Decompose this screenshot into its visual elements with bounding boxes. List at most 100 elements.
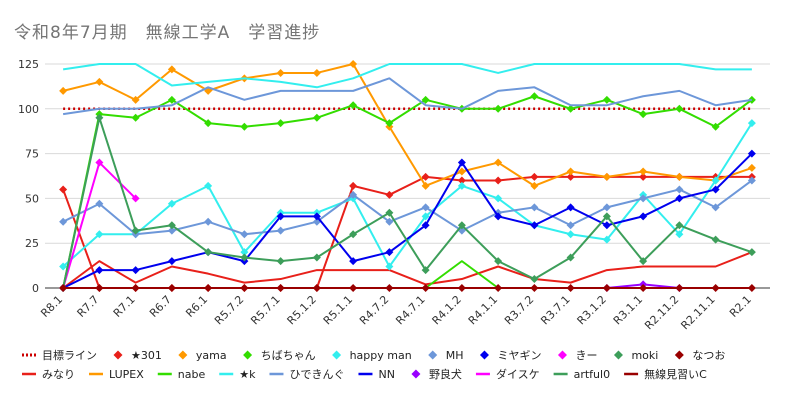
legend-label: moki — [631, 349, 658, 362]
data-point — [421, 181, 430, 190]
data-point — [675, 194, 684, 203]
legend-swatch — [113, 350, 123, 360]
data-point — [385, 262, 394, 271]
legend-item-nabe: nabe — [157, 368, 205, 381]
data-point — [675, 104, 684, 113]
data-point — [711, 284, 720, 292]
x-tick-label: R3.1.1 — [611, 293, 645, 327]
legend-item-item: 野良犬 — [411, 367, 462, 381]
legend-item-item: ダイスケ — [475, 367, 540, 381]
data-point — [240, 253, 249, 262]
legend-item-lupex: LUPEX — [89, 368, 144, 381]
x-tick-label: R2.1 — [727, 293, 754, 320]
data-point — [639, 167, 648, 176]
legend-item-mh: MH — [428, 349, 463, 362]
x-tick-label: R3.1.2 — [575, 293, 609, 327]
legend-label: MH — [446, 349, 464, 362]
legend-label: 野良犬 — [429, 367, 462, 381]
data-point — [494, 194, 503, 203]
data-point — [276, 226, 285, 235]
data-point — [639, 110, 648, 119]
data-point — [385, 284, 394, 292]
data-point — [747, 119, 756, 128]
data-point — [711, 203, 720, 212]
series-12 — [59, 149, 756, 292]
data-point — [457, 221, 466, 230]
data-point — [675, 230, 684, 239]
data-point — [566, 203, 575, 212]
legend-label: ★301 — [131, 349, 162, 362]
data-point — [421, 203, 430, 212]
chart-title: 令和8年7月期 無線工学A 学習進捗 — [14, 23, 321, 43]
legend-item-item: ひできんぐ — [269, 368, 344, 381]
data-point — [349, 230, 358, 239]
data-point — [240, 248, 249, 257]
x-tick-label: R6.1 — [183, 293, 210, 320]
data-point — [276, 119, 285, 128]
legend-swatch — [479, 350, 489, 360]
data-point — [602, 221, 611, 230]
x-tick-label: R3.7.2 — [502, 293, 536, 327]
data-point — [566, 221, 575, 230]
data-point — [457, 284, 466, 292]
data-point — [167, 226, 176, 235]
data-point — [312, 212, 321, 221]
series-line — [425, 260, 499, 289]
data-point — [747, 163, 756, 172]
data-point — [131, 95, 140, 104]
data-point — [675, 221, 684, 230]
data-point — [457, 181, 466, 190]
data-point — [167, 199, 176, 208]
data-point — [711, 122, 720, 131]
data-point — [95, 266, 104, 275]
legend-swatch — [411, 369, 421, 379]
series-line — [62, 175, 752, 289]
y-tick-label: 100 — [18, 103, 39, 116]
series-18 — [59, 284, 756, 292]
legend-label: ★k — [239, 368, 256, 381]
data-point — [95, 113, 104, 122]
data-point — [494, 284, 503, 292]
data-point — [494, 158, 503, 167]
data-point — [530, 284, 539, 292]
data-point — [747, 176, 756, 185]
x-tick-label: R5.1.2 — [285, 293, 319, 327]
series-line — [62, 116, 753, 289]
data-point — [675, 284, 684, 292]
series-line — [62, 152, 753, 289]
legend-swatch — [674, 350, 684, 360]
data-point — [530, 221, 539, 230]
series-line — [62, 95, 753, 289]
legend-label: ダイスケ — [496, 367, 540, 381]
data-point — [747, 284, 756, 292]
data-point — [421, 221, 430, 230]
data-point — [276, 257, 285, 266]
legend-label: happy man — [350, 349, 412, 362]
legend-item-moki: moki — [613, 349, 658, 362]
data-point — [421, 212, 430, 221]
data-point — [131, 194, 140, 203]
data-point — [747, 248, 756, 257]
data-point — [494, 257, 503, 266]
data-point — [131, 113, 140, 122]
data-point — [639, 257, 648, 266]
series-9 — [62, 77, 753, 116]
x-tick-label: R4.1.1 — [466, 293, 500, 327]
legend-label: なつお — [692, 349, 725, 362]
legend-swatch — [428, 350, 438, 360]
data-point — [421, 284, 430, 292]
data-point — [457, 167, 466, 176]
legend-item-item: みなり — [22, 368, 75, 381]
x-tick-label: R5.7.2 — [212, 293, 246, 327]
data-point — [349, 284, 358, 292]
series-line — [62, 122, 753, 268]
legend-label: yama — [196, 349, 227, 362]
data-point — [711, 235, 720, 244]
y-tick-label: 75 — [25, 148, 39, 161]
data-point — [59, 185, 68, 194]
x-tick-label: R4.1.2 — [430, 293, 464, 327]
data-point — [457, 176, 466, 185]
data-point — [312, 284, 321, 292]
data-point — [602, 235, 611, 244]
